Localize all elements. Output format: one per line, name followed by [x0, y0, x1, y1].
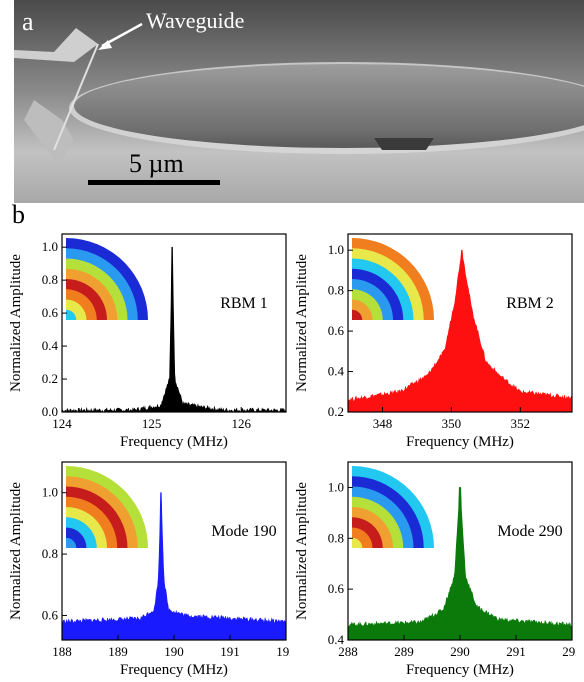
mode-ring [352, 309, 363, 320]
y-tick-label: 0.6 [328, 323, 345, 338]
x-tick-label: 125 [142, 416, 162, 431]
spectrum-trace [61, 492, 287, 641]
y-axis-label: Normalized Amplitude [294, 482, 310, 620]
mode-shape-inset [66, 238, 148, 320]
y-axis-label: Normalized Amplitude [8, 254, 24, 392]
waveguide-upper [14, 28, 98, 62]
x-tick-label: 292 [562, 644, 576, 659]
y-tick-label: 0.6 [328, 581, 345, 596]
mode-label: Mode 190 [211, 523, 276, 540]
waveguide-lower [24, 100, 74, 165]
x-tick-label: 348 [373, 416, 393, 431]
scale-bar-label: 5 µm [129, 149, 184, 178]
y-tick-label: 0.8 [328, 283, 344, 298]
mode-ring [66, 309, 77, 320]
y-tick-label: 1.0 [328, 479, 344, 494]
y-tick-label: 1.0 [42, 239, 58, 254]
x-tick-label: 289 [394, 644, 414, 659]
x-axis-label: Frequency (MHz) [406, 434, 514, 450]
y-tick-label: 0.2 [328, 404, 344, 419]
x-tick-label: 352 [511, 416, 531, 431]
y-tick-label: 0.4 [328, 364, 345, 379]
mode-label: RBM 1 [220, 295, 268, 312]
y-tick-label: 1.0 [42, 485, 58, 500]
mode-label: Mode 290 [497, 523, 562, 540]
x-tick-label: 191 [220, 644, 240, 659]
spectrum-rbm2: 348 350 352 0.2 0.4 0.6 0.8 1.0 Frequency (MHz) N… [294, 233, 573, 450]
y-axis-label: Normalized Amplitude [8, 482, 24, 620]
mode-ring [66, 537, 77, 548]
mode-shape-inset [66, 466, 148, 548]
y-tick-label: 1.0 [328, 242, 344, 257]
y-tick-label: 0.8 [328, 530, 344, 545]
pedestal [374, 138, 434, 150]
x-tick-label: 290 [450, 644, 470, 659]
x-axis-label: Frequency (MHz) [120, 662, 228, 678]
y-tick-label: 0.6 [42, 607, 59, 622]
x-axis-label: Frequency (MHz) [120, 434, 228, 450]
mode-ring [352, 537, 363, 548]
spectrum-trace [347, 249, 573, 413]
spectrum-trace [347, 487, 573, 641]
y-tick-label: 0.4 [42, 338, 59, 353]
mode-shape-inset [352, 466, 434, 548]
mode-label: RBM 2 [506, 295, 554, 312]
spectrum-rbm1: 124 125 126 0.0 0.2 0.4 0.6 0.8 1.0 Frequency (MH… [8, 233, 287, 450]
spectrum-trace [61, 246, 287, 414]
x-tick-label: 291 [506, 644, 526, 659]
arrow-head-icon [98, 40, 112, 50]
panel-a-label: a [22, 7, 34, 36]
y-tick-label: 0.0 [42, 404, 58, 419]
y-tick-label: 0.2 [42, 371, 58, 386]
disk-resonator [74, 64, 584, 148]
spectrum-mode190: 188 189 190 191 192 0.6 0.8 1.0 Frequency (MHz) N… [8, 461, 290, 678]
plot-frame [61, 233, 287, 413]
x-tick-label: 188 [52, 644, 72, 659]
mode-shape-inset [352, 238, 434, 320]
y-axis-label: Normalized Amplitude [294, 254, 310, 392]
x-tick-label: 192 [276, 644, 290, 659]
x-tick-label: 124 [52, 416, 72, 431]
x-tick-label: 288 [338, 644, 358, 659]
waveguide-strip [53, 43, 99, 151]
sem-micrograph: a Waveguide 5 µm [14, 0, 584, 203]
x-tick-label: 189 [108, 644, 128, 659]
y-tick-label: 0.8 [42, 272, 58, 287]
x-tick-label: 190 [164, 644, 184, 659]
x-axis-label: Frequency (MHz) [406, 662, 514, 678]
waveguide-label: Waveguide [146, 8, 244, 33]
y-tick-label: 0.8 [42, 546, 58, 561]
panel-b-label: b [12, 200, 25, 229]
y-tick-label: 0.6 [42, 305, 59, 320]
y-tick-label: 0.4 [328, 632, 345, 647]
x-tick-label: 126 [231, 416, 251, 431]
spectrum-mode290: 288 289 290 291 292 0.4 0.6 0.8 1.0 Frequency (MH… [294, 461, 576, 678]
x-tick-label: 350 [442, 416, 462, 431]
scale-bar [88, 180, 220, 185]
plot-frame [347, 233, 573, 413]
